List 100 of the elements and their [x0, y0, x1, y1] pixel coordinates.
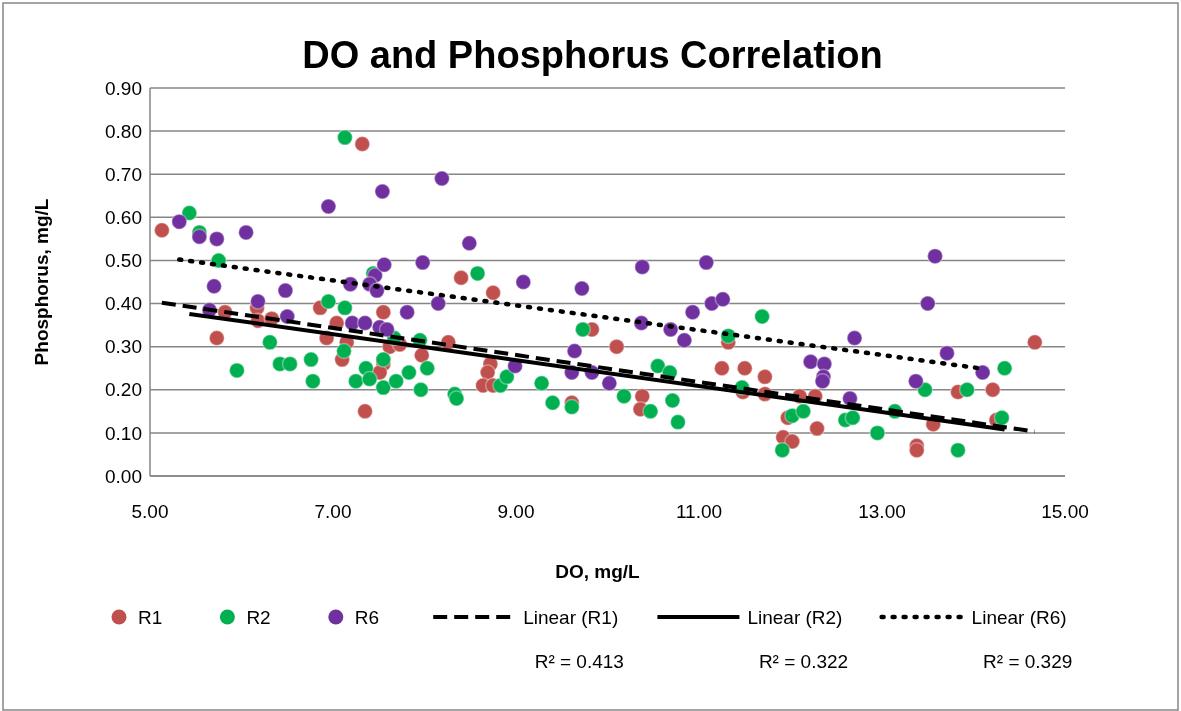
point [515, 273, 532, 291]
y-tick-label: 0.70 [105, 163, 142, 185]
point [563, 398, 581, 416]
point [277, 282, 294, 299]
point [356, 314, 374, 332]
point [304, 372, 322, 390]
point [601, 375, 618, 392]
y-tick-label: 0.80 [105, 120, 142, 142]
x-tick-label: 13.00 [858, 501, 906, 522]
point [336, 299, 354, 317]
point [774, 441, 791, 459]
point [356, 403, 374, 420]
point [814, 372, 831, 390]
point [808, 420, 826, 437]
legend-label: R6 [354, 606, 380, 628]
point [208, 329, 226, 347]
point [753, 308, 771, 325]
point [544, 394, 561, 411]
x-tick-label: 7.00 [314, 501, 352, 522]
point [926, 247, 944, 265]
legend-label: R2 [246, 606, 271, 628]
point [533, 375, 550, 392]
point [958, 381, 976, 399]
point [171, 213, 188, 230]
y-tick-label: 0.20 [105, 379, 142, 401]
x-tick-label: 9.00 [497, 501, 535, 522]
point [375, 256, 393, 274]
point [398, 303, 416, 321]
point [802, 353, 819, 371]
y-tick-label: 0.00 [105, 465, 142, 487]
point [375, 303, 392, 321]
point [387, 372, 405, 390]
point [336, 129, 354, 146]
point [908, 441, 926, 459]
point [736, 359, 753, 377]
point [984, 381, 1001, 399]
y-tick-label: 0.50 [105, 250, 142, 272]
point [281, 355, 299, 373]
legend-label: Linear (R6) [971, 606, 1067, 628]
point [261, 334, 279, 351]
point [608, 338, 625, 355]
legend-label: Linear (R2) [747, 606, 843, 628]
point [375, 351, 392, 368]
point [566, 342, 583, 360]
point [249, 293, 267, 310]
point [375, 379, 392, 396]
point [461, 234, 478, 252]
y-axis-title: Phosphorus, mg/L [31, 198, 52, 366]
y-tick-label: 0.30 [105, 336, 142, 358]
x-tick-label: 5.00 [131, 501, 169, 522]
legend-label: R1 [138, 606, 163, 628]
point [642, 403, 659, 420]
point [452, 269, 470, 286]
point [684, 303, 701, 321]
point [996, 359, 1013, 377]
point [374, 183, 391, 200]
point [907, 372, 925, 390]
point [919, 295, 936, 312]
point [378, 321, 396, 338]
point [669, 413, 687, 431]
point [412, 381, 430, 399]
y-tick-label: 0.90 [105, 77, 142, 99]
point [676, 331, 693, 349]
point [634, 258, 651, 276]
text: R² = 0.413 [534, 651, 624, 672]
point [191, 228, 208, 245]
x-axis-title: DO, mg/L [555, 561, 641, 582]
point [419, 359, 436, 377]
point [302, 351, 320, 368]
point [484, 284, 502, 302]
text: R² = 0.322 [758, 651, 849, 672]
x-tick-label: 11.00 [675, 501, 723, 522]
point [335, 342, 353, 360]
point [469, 265, 486, 282]
point [205, 278, 223, 295]
point [237, 224, 255, 241]
y-tick-label: 0.60 [105, 206, 142, 228]
point [649, 357, 667, 375]
point [361, 370, 378, 388]
chart-title: DO and Phosphorus Correlation [302, 34, 883, 76]
point [498, 368, 516, 386]
point [208, 230, 226, 248]
point [573, 280, 591, 297]
point [664, 392, 681, 409]
point [869, 424, 886, 442]
point [949, 441, 967, 459]
point [228, 362, 246, 379]
point [429, 295, 447, 312]
text: R² = 0.329 [983, 651, 1073, 672]
point [433, 170, 451, 187]
point [153, 222, 171, 239]
point [347, 372, 365, 390]
point [756, 368, 774, 386]
legend-label: Linear (R1) [523, 606, 619, 628]
y-tick-label: 0.10 [105, 422, 142, 444]
point [320, 198, 337, 215]
point [448, 390, 465, 407]
point [993, 409, 1011, 427]
point [938, 344, 956, 362]
point [974, 364, 991, 381]
